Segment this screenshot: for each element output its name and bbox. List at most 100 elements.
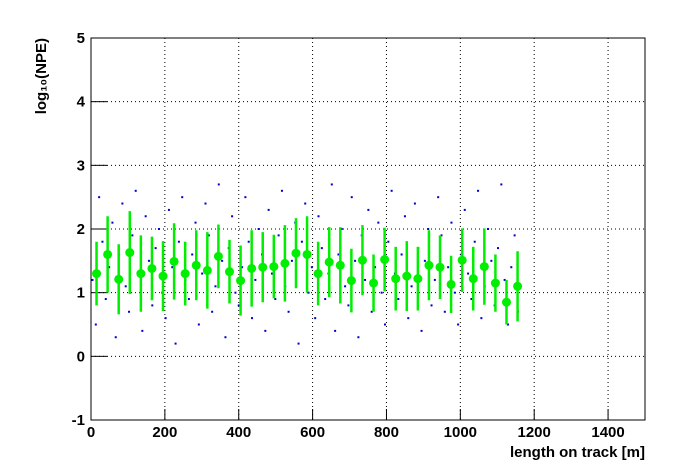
point bbox=[197, 323, 200, 326]
point bbox=[191, 253, 194, 256]
point bbox=[304, 202, 307, 205]
point bbox=[187, 298, 190, 301]
x-tick-label: 1000 bbox=[444, 424, 477, 441]
point bbox=[470, 298, 473, 301]
point bbox=[244, 196, 247, 199]
point bbox=[314, 317, 317, 320]
point bbox=[337, 253, 340, 256]
profile-point bbox=[125, 248, 135, 258]
point bbox=[350, 196, 353, 199]
profile-point bbox=[324, 257, 334, 267]
profile-point bbox=[413, 274, 423, 284]
point bbox=[108, 266, 111, 269]
y-tick-label: 4 bbox=[77, 94, 86, 111]
profile-point bbox=[269, 262, 279, 272]
point bbox=[473, 240, 476, 243]
point bbox=[141, 329, 144, 332]
point bbox=[410, 285, 413, 288]
profile-point bbox=[513, 281, 523, 291]
point bbox=[497, 247, 500, 250]
point bbox=[131, 234, 134, 237]
point bbox=[443, 310, 446, 313]
point bbox=[430, 304, 433, 307]
profile-point bbox=[291, 248, 301, 258]
point bbox=[397, 298, 400, 301]
point bbox=[201, 272, 204, 275]
point bbox=[154, 247, 157, 250]
point bbox=[224, 336, 227, 339]
point bbox=[124, 285, 127, 288]
profile-point bbox=[103, 249, 113, 259]
profile-point bbox=[435, 262, 445, 272]
point bbox=[450, 221, 453, 224]
profile-point bbox=[247, 263, 257, 273]
profile-point bbox=[402, 271, 412, 281]
point bbox=[367, 208, 370, 211]
plot-frame bbox=[90, 37, 646, 421]
point bbox=[277, 234, 280, 237]
y-tick-label: 5 bbox=[77, 30, 85, 47]
point bbox=[171, 266, 174, 269]
point bbox=[214, 285, 217, 288]
point bbox=[98, 196, 101, 199]
point bbox=[267, 208, 270, 211]
point bbox=[503, 278, 506, 281]
profile-point bbox=[158, 271, 168, 281]
profile-point bbox=[114, 274, 124, 284]
point bbox=[270, 272, 273, 275]
profile-point bbox=[147, 263, 157, 273]
point bbox=[287, 310, 290, 313]
x-tick-label: 600 bbox=[300, 424, 325, 441]
point bbox=[114, 336, 117, 339]
profile-point bbox=[313, 269, 323, 279]
profile-point bbox=[169, 256, 179, 266]
point bbox=[347, 304, 350, 307]
point bbox=[427, 228, 430, 230]
profile-point bbox=[280, 258, 290, 268]
point bbox=[231, 215, 234, 218]
point bbox=[387, 240, 390, 243]
point bbox=[423, 259, 426, 262]
profile-point bbox=[136, 269, 146, 279]
y-axis-label: log₁₀(NPE) bbox=[33, 38, 50, 114]
y-tick-label: 1 bbox=[77, 285, 85, 302]
point bbox=[194, 221, 197, 224]
profile-point bbox=[490, 278, 500, 288]
point bbox=[506, 323, 509, 326]
point bbox=[237, 304, 240, 307]
profile-point bbox=[180, 269, 190, 279]
profile-point bbox=[357, 255, 367, 265]
profile-point bbox=[335, 260, 345, 270]
point bbox=[264, 329, 267, 332]
point bbox=[374, 266, 377, 269]
point bbox=[480, 317, 483, 320]
point bbox=[181, 196, 184, 199]
point bbox=[400, 253, 403, 256]
profile-point bbox=[502, 297, 511, 307]
point bbox=[257, 228, 260, 230]
point bbox=[207, 234, 210, 237]
profile-point bbox=[479, 262, 489, 272]
x-tick-label: 1400 bbox=[591, 424, 624, 441]
point bbox=[324, 298, 327, 301]
x-axis-label: length on track [m] bbox=[510, 444, 645, 461]
point bbox=[340, 228, 343, 230]
point bbox=[513, 234, 516, 237]
point bbox=[467, 272, 470, 275]
point bbox=[413, 202, 416, 205]
point bbox=[330, 183, 333, 186]
point bbox=[251, 317, 254, 320]
point bbox=[174, 342, 177, 345]
point bbox=[383, 323, 386, 326]
point bbox=[344, 285, 347, 288]
point bbox=[357, 336, 360, 339]
point bbox=[380, 291, 383, 294]
x-tick-label: 800 bbox=[374, 424, 399, 441]
y-tick-label: 0 bbox=[77, 348, 85, 365]
point bbox=[334, 329, 337, 332]
point bbox=[254, 278, 257, 281]
point bbox=[300, 240, 303, 243]
point bbox=[310, 266, 313, 269]
